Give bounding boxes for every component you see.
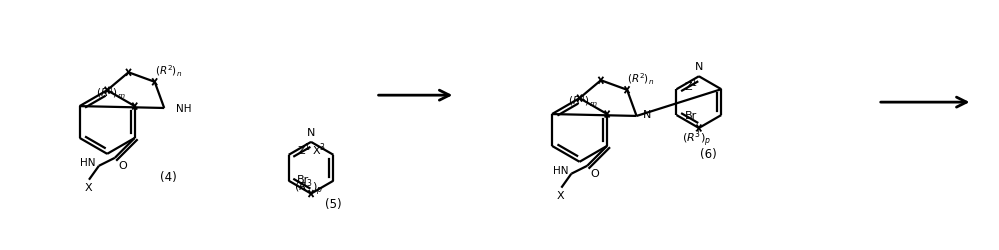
Text: $(R^1)_m$: $(R^1)_m$ bbox=[96, 85, 126, 100]
Text: O: O bbox=[590, 168, 599, 178]
Text: HN: HN bbox=[81, 157, 96, 167]
Text: Z$^1$: Z$^1$ bbox=[684, 76, 698, 93]
Text: Z$^1$: Z$^1$ bbox=[297, 141, 311, 158]
Text: X$^3$: X$^3$ bbox=[312, 141, 326, 158]
Text: $(R^3)_p$: $(R^3)_p$ bbox=[295, 176, 324, 197]
Text: $(R^2)_n$: $(R^2)_n$ bbox=[627, 71, 654, 86]
Text: (5): (5) bbox=[325, 197, 342, 210]
Text: NH: NH bbox=[176, 104, 192, 114]
Text: Br: Br bbox=[297, 174, 309, 184]
Text: (6): (6) bbox=[700, 148, 717, 161]
Text: $(R^2)_n$: $(R^2)_n$ bbox=[155, 63, 182, 78]
Text: O: O bbox=[119, 160, 127, 170]
Text: N: N bbox=[694, 62, 703, 72]
Text: X: X bbox=[84, 182, 92, 192]
Text: N: N bbox=[307, 128, 316, 138]
Text: $(R^1)_m$: $(R^1)_m$ bbox=[568, 93, 598, 108]
Text: N: N bbox=[642, 110, 651, 120]
Text: Br: Br bbox=[684, 110, 696, 120]
Text: $(R^3)_p$: $(R^3)_p$ bbox=[682, 128, 711, 149]
Text: X: X bbox=[556, 190, 564, 200]
Text: HN: HN bbox=[552, 165, 568, 175]
Text: (4): (4) bbox=[161, 170, 177, 183]
